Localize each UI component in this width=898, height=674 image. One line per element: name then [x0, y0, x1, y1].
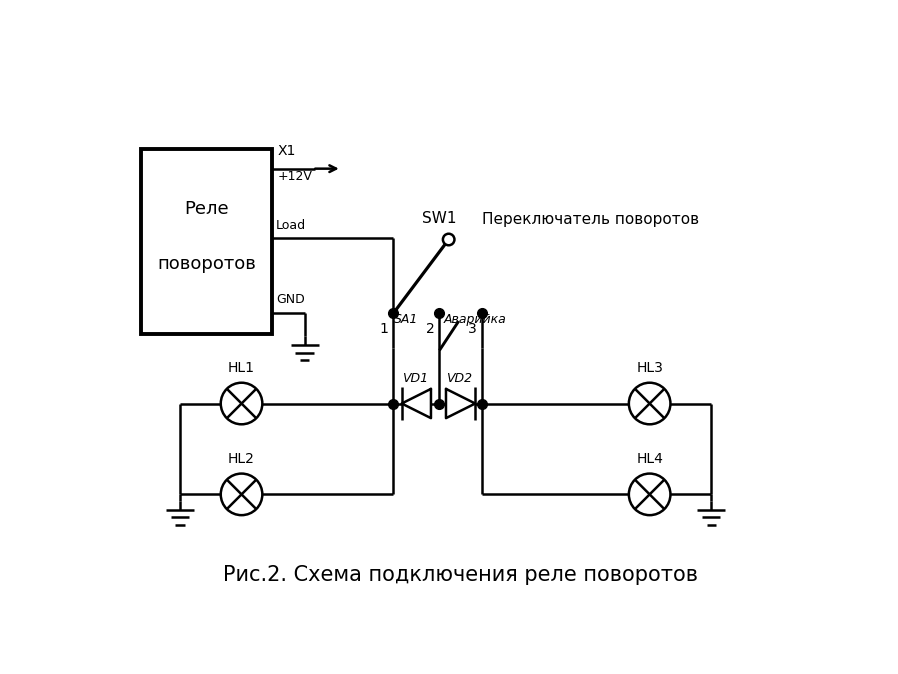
Text: SA1: SA1: [393, 313, 418, 326]
Text: 2: 2: [426, 321, 435, 336]
Text: Переключатель поворотов: Переключатель поворотов: [482, 212, 699, 227]
Text: +12V: +12V: [277, 171, 313, 183]
Text: VD2: VD2: [446, 372, 472, 385]
Text: Рис.2. Схема подключения реле поворотов: Рис.2. Схема подключения реле поворотов: [223, 565, 698, 585]
Text: HL4: HL4: [636, 452, 663, 466]
Text: GND: GND: [277, 293, 305, 307]
Text: VD1: VD1: [401, 372, 427, 385]
Text: X1: X1: [277, 144, 296, 158]
Text: HL3: HL3: [636, 361, 663, 375]
Text: 3: 3: [468, 321, 477, 336]
Bar: [142, 150, 272, 334]
Text: Аварийка: Аварийка: [444, 313, 506, 326]
Text: 1: 1: [380, 321, 389, 336]
Text: HL2: HL2: [228, 452, 255, 466]
Text: SW1: SW1: [422, 210, 457, 226]
Text: Реле: Реле: [185, 200, 229, 218]
Circle shape: [443, 234, 454, 245]
Text: Load: Load: [277, 219, 306, 232]
Text: HL1: HL1: [228, 361, 255, 375]
Text: поворотов: поворотов: [157, 255, 256, 273]
